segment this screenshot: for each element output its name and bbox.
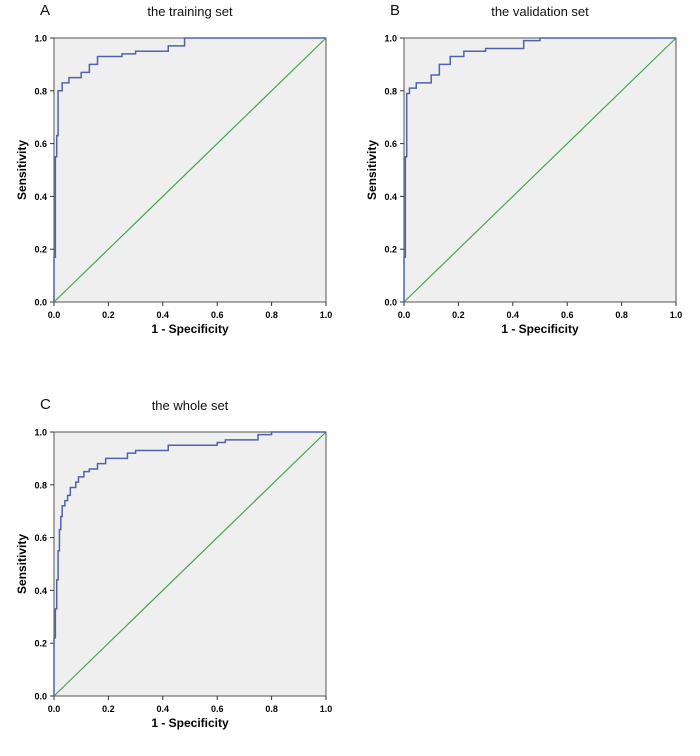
x-tick-label: 1.0 [670,310,683,320]
y-tick-label: 0.0 [384,298,397,308]
y-tick-label: 0.6 [34,533,47,543]
panel-validation-set: B the validation set Sensitivity 0.0 0.2 0… [358,2,698,350]
x-axis-label: 1 - Specificity [151,322,229,336]
x-tick-label: 0.8 [615,310,628,320]
x-tick-label: 0.4 [507,310,520,320]
roc-chart-whole: 0.0 0.2 0.4 0.6 0.8 1.0 0.0 0.2 0.4 0.6 0.8 1.0 [34,428,333,715]
panel-letter-c: C [40,396,51,413]
x-tick-label: 0.0 [48,310,61,320]
x-tick-label: 0.4 [157,704,170,714]
x-axis-label: 1 - Specificity [151,716,229,730]
x-tick-label: 0.6 [211,704,224,714]
x-tick-label: 0.6 [211,310,224,320]
panel-title-whole: the whole set [151,398,229,413]
y-tick-label: 0.8 [34,480,47,490]
roc-curve [403,37,676,302]
y-tick-label: 0.2 [34,245,47,255]
y-tick-label: 1.0 [34,428,47,438]
x-tick-label: 0.8 [265,310,278,320]
x-tick-label: 0.0 [48,704,61,714]
panel-training-set: A the training set Sensitivity 0.0 0.2 0.4… [8,2,348,350]
x-tick-label: 0.2 [452,310,465,320]
panel-title-validation: the validation set [491,4,589,19]
x-tick-label: 0.4 [157,310,170,320]
x-tick-label: 0.2 [102,310,115,320]
roc-curve [53,431,326,696]
x-tick-label: 0.6 [561,310,574,320]
y-tick-label: 0.2 [384,245,397,255]
y-tick-label: 0.4 [34,192,47,202]
reference-line [403,37,677,303]
y-tick-label: 0.6 [384,139,397,149]
panel-title-training: the training set [147,4,233,19]
x-tick-label: 0.8 [265,704,278,714]
panel-letter-a: A [40,2,51,19]
reference-line [53,37,327,303]
panel-whole-set: C the whole set Sensitivity 0.0 0.2 0.4 0.6… [8,396,348,744]
y-tick-label: 0.8 [34,86,47,96]
y-tick-label: 1.0 [34,34,47,44]
x-tick-label: 1.0 [320,704,333,714]
y-tick-label: 0.0 [34,298,47,308]
roc-chart-training: 0.0 0.2 0.4 0.6 0.8 1.0 0.0 0.2 0.4 0.6 0.8 1.0 [34,34,333,321]
x-tick-label: 0.2 [102,704,115,714]
x-axis-label: 1 - Specificity [501,322,579,336]
x-tick-label: 0.0 [398,310,411,320]
y-tick-label: 0.6 [34,139,47,149]
roc-chart-validation: 0.0 0.2 0.4 0.6 0.8 1.0 0.0 0.2 0.4 0.6 0.8 1.0 [384,34,683,321]
x-tick-label: 1.0 [320,310,333,320]
reference-line [53,431,327,697]
panel-letter-b: B [390,2,401,19]
y-tick-label: 0.8 [384,86,397,96]
roc-curve [53,37,326,302]
y-tick-label: 0.4 [34,586,47,596]
y-tick-label: 0.4 [384,192,397,202]
y-tick-label: 0.0 [34,692,47,702]
y-tick-label: 1.0 [384,34,397,44]
y-tick-label: 0.2 [34,639,47,649]
